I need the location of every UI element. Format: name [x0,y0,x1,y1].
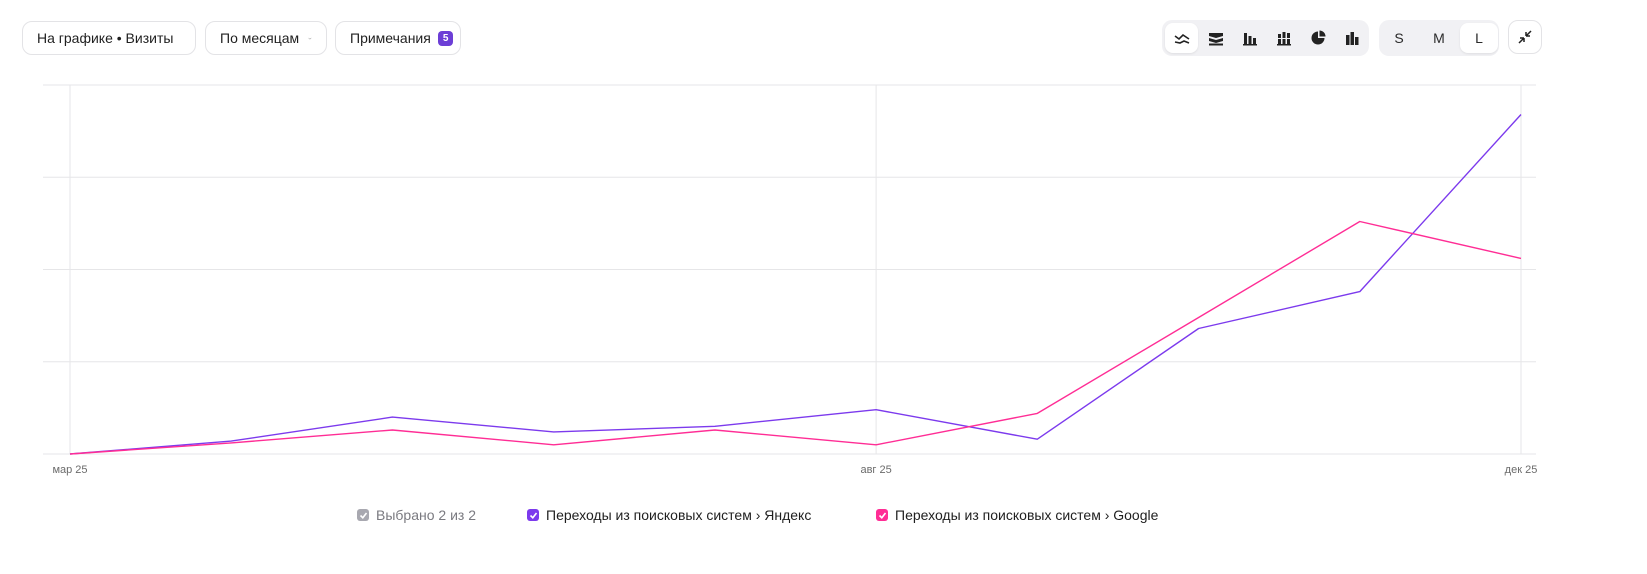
series-line-google [69,220,1522,455]
bar-chart-button[interactable] [1233,23,1266,53]
notes-label: Примечания [350,30,431,46]
line-chart-button[interactable] [1165,23,1198,53]
line-chart-icon [1174,33,1189,44]
legend-item-label: Переходы из поисковых систем › Яндекс [546,507,812,523]
period-label: По месяцам [220,30,300,46]
display-metric-label: На графике • Визиты [37,30,174,46]
column-chart-button[interactable] [1335,23,1368,53]
legend-item-google[interactable]: Переходы из поисковых систем › Google [876,505,1158,525]
chart-toolbar: На графике • Визиты По месяцам Примечани… [0,0,1647,80]
size-l-button[interactable]: L [1460,23,1498,53]
column-chart-icon [1345,32,1358,45]
size-s-button[interactable]: S [1394,30,1404,46]
pie-chart-button[interactable] [1301,23,1334,53]
bar-chart-icon [1242,33,1257,46]
checkbox-icon [357,509,369,521]
stacked-bar-icon [1276,32,1291,46]
legend-selected-count: Выбрано 2 из 2 [376,507,476,523]
display-metric-select[interactable]: На графике • Визиты [22,21,196,55]
x-tick-label: мар 25 [52,464,87,476]
legend-item-yandex[interactable]: Переходы из поисковых систем › Яндекс [527,505,811,525]
x-tick-label: дек 25 [1505,464,1538,476]
collapse-icon [1518,30,1532,44]
stacked-bar-button[interactable] [1267,23,1300,53]
checkbox-icon [527,509,539,521]
period-select[interactable]: По месяцам [205,21,327,55]
chart-size-switcher: S M L [1379,20,1499,56]
x-tick-label: авг 25 [860,464,891,476]
pie-chart-icon [1311,30,1325,45]
legend-select-all[interactable]: Выбрано 2 из 2 [357,505,476,525]
stacked-area-icon [1208,33,1223,46]
notes-count-badge: 5 [437,30,454,46]
chevron-down-icon [308,37,312,40]
series-line-yandex [69,114,1522,455]
line-chart: мар 25 авг 25 дек 25 [43,84,1538,476]
stacked-area-button[interactable] [1199,23,1232,53]
legend-item-label: Переходы из поисковых систем › Google [895,507,1159,523]
checkbox-icon [876,509,888,521]
size-m-button[interactable]: M [1433,30,1445,46]
chart-type-switcher [1162,20,1369,56]
notes-button[interactable]: Примечания 5 [335,21,461,55]
collapse-chart-button[interactable] [1508,20,1542,54]
